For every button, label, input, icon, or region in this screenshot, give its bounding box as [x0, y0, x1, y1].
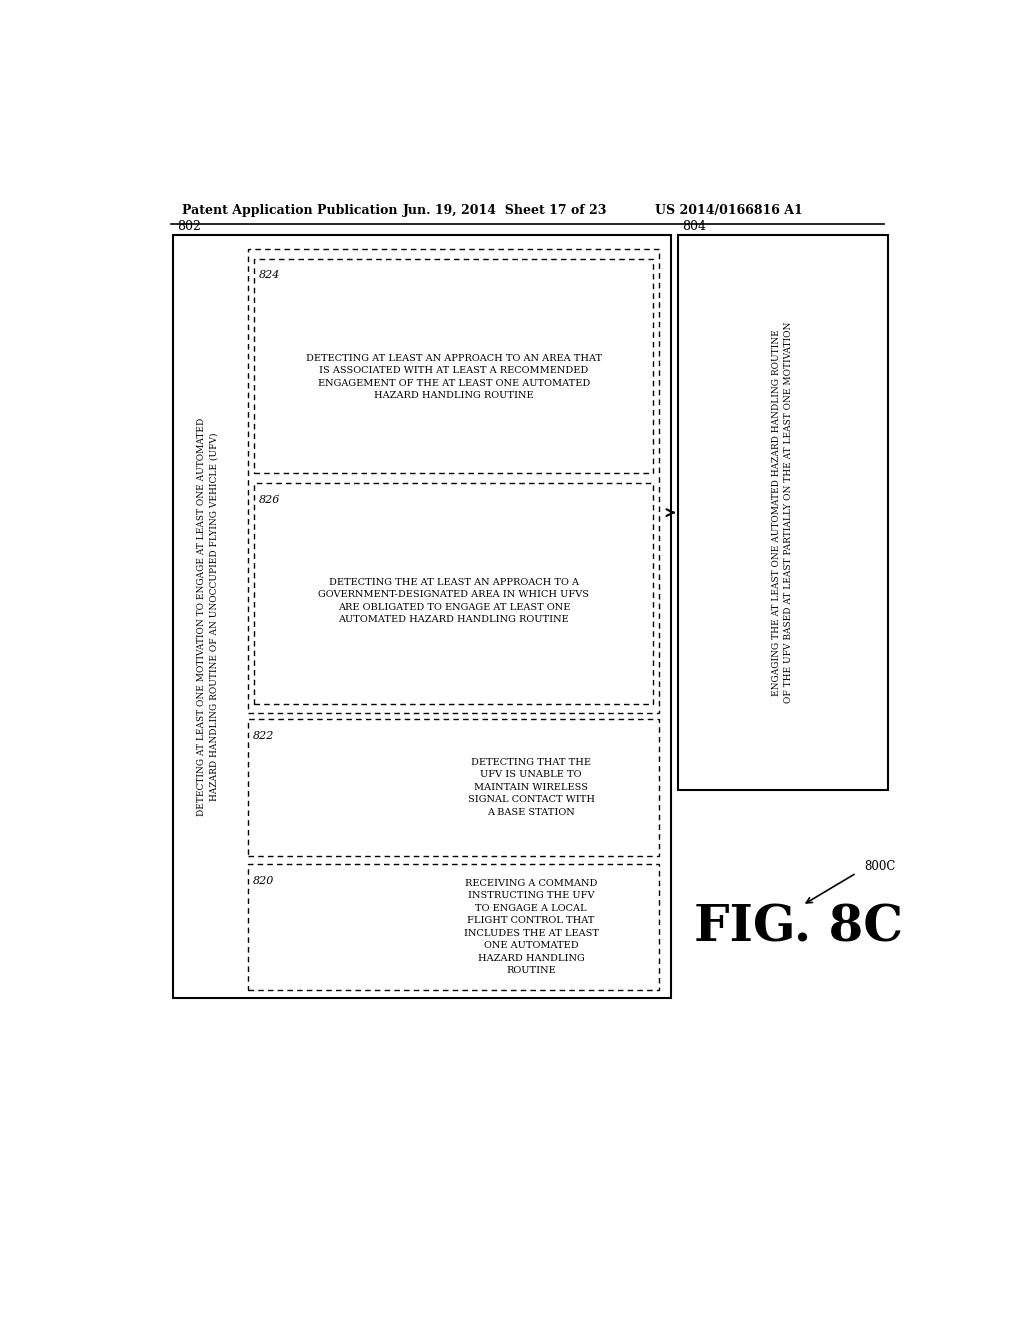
- Bar: [173, 235, 671, 998]
- Bar: [248, 719, 658, 857]
- Bar: [248, 249, 658, 713]
- Text: US 2014/0166816 A1: US 2014/0166816 A1: [655, 205, 803, 218]
- Text: ENGAGING THE AT LEAST ONE AUTOMATED HAZARD HANDLING ROUTINE
OF THE UFV BASED AT : ENGAGING THE AT LEAST ONE AUTOMATED HAZA…: [772, 322, 794, 704]
- Text: 820: 820: [253, 875, 274, 886]
- Text: 804: 804: [682, 220, 707, 234]
- Text: 824: 824: [259, 271, 281, 280]
- Bar: [254, 483, 653, 704]
- Bar: [254, 259, 653, 473]
- Text: DETECTING THAT THE
UFV IS UNABLE TO
MAINTAIN WIRELESS
SIGNAL CONTACT WITH
A BASE: DETECTING THAT THE UFV IS UNABLE TO MAIN…: [468, 758, 595, 817]
- Text: DETECTING AT LEAST AN APPROACH TO AN AREA THAT
IS ASSOCIATED WITH AT LEAST A REC: DETECTING AT LEAST AN APPROACH TO AN ARE…: [306, 354, 602, 400]
- Text: Jun. 19, 2014  Sheet 17 of 23: Jun. 19, 2014 Sheet 17 of 23: [403, 205, 607, 218]
- Text: DETECTING AT LEAST ONE MOTIVATION TO ENGAGE AT LEAST ONE AUTOMATED
HAZARD HANDLI: DETECTING AT LEAST ONE MOTIVATION TO ENG…: [198, 417, 218, 816]
- Text: RECEIVING A COMMAND
INSTRUCTING THE UFV
TO ENGAGE A LOCAL
FLIGHT CONTROL THAT
IN: RECEIVING A COMMAND INSTRUCTING THE UFV …: [464, 879, 598, 975]
- Text: 826: 826: [259, 495, 281, 506]
- Bar: [678, 235, 888, 789]
- Text: 802: 802: [177, 220, 201, 234]
- Text: 822: 822: [253, 731, 274, 741]
- Bar: [248, 863, 658, 990]
- Text: FIG. 8C: FIG. 8C: [694, 904, 903, 953]
- Text: DETECTING THE AT LEAST AN APPROACH TO A
GOVERNMENT-DESIGNATED AREA IN WHICH UFVS: DETECTING THE AT LEAST AN APPROACH TO A …: [318, 578, 590, 624]
- Text: Patent Application Publication: Patent Application Publication: [182, 205, 397, 218]
- Text: 800C: 800C: [864, 861, 896, 874]
